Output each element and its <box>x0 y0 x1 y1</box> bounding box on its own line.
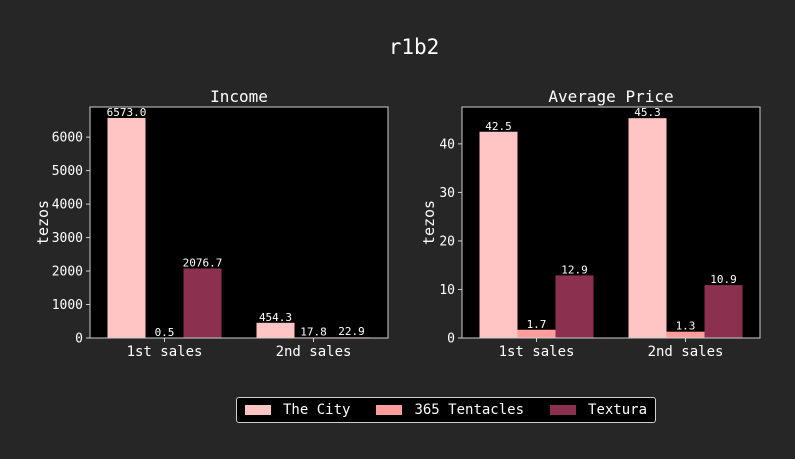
x-tick-label: 2nd sales <box>648 344 724 360</box>
data-label: 454.3 <box>259 311 292 324</box>
legend-label: The City <box>283 402 351 418</box>
legend-item-textura: Textura <box>550 402 647 418</box>
y-tick-label: 5000 <box>52 164 83 179</box>
y-tick-label: 20 <box>439 234 455 249</box>
bar-the-city-2nd-sales <box>256 322 295 338</box>
x-tick-label: 1st sales <box>499 344 575 360</box>
legend: The City 365 Tentacles Textura <box>236 397 657 423</box>
bar-the-city-1st-sales <box>479 131 518 338</box>
legend-swatch <box>550 405 577 415</box>
y-tick-label: 0 <box>75 332 83 347</box>
bar-365-tentacles-2nd-sales <box>666 331 705 338</box>
data-label: 0.5 <box>155 326 175 339</box>
y-tick-label: 6000 <box>52 131 83 146</box>
plot-frame <box>89 106 389 339</box>
y-tick-label: 3000 <box>52 231 83 246</box>
bar-textura-1st-sales <box>183 268 222 338</box>
bar-textura-2nd-sales <box>704 285 743 338</box>
bar-the-city-2nd-sales <box>628 118 667 338</box>
data-label: 45.3 <box>634 106 661 119</box>
legend-item-the-city: The City <box>245 402 350 418</box>
y-tick-label: 1000 <box>52 298 83 313</box>
y-axis-label: tezos <box>420 200 438 245</box>
data-label: 2076.7 <box>183 256 223 269</box>
data-label: 22.9 <box>338 325 365 338</box>
y-tick-label: 0 <box>447 332 455 347</box>
data-label: 1.3 <box>676 320 696 333</box>
data-label: 6573.0 <box>107 106 147 119</box>
y-axis-label: tezos <box>34 200 52 245</box>
legend-label: Textura <box>588 402 648 418</box>
legend-item-365-tentacles: 365 Tentacles <box>376 402 524 418</box>
chart-title: Average Price <box>548 87 673 106</box>
data-label: 12.9 <box>561 263 588 276</box>
legend-swatch <box>245 405 271 415</box>
legend-label: 365 Tentacles <box>414 402 525 418</box>
figure-title: r1b2 <box>389 35 440 59</box>
chart-title: Income <box>210 87 268 106</box>
data-label: 42.5 <box>485 120 512 133</box>
bar-365-tentacles-1st-sales <box>517 329 556 338</box>
y-tick-label: 10 <box>439 283 455 298</box>
plot-frame <box>461 106 761 339</box>
y-tick-label: 4000 <box>52 198 83 213</box>
y-tick-label: 30 <box>439 186 455 201</box>
y-tick-label: 2000 <box>52 265 83 280</box>
x-tick-label: 1st sales <box>127 344 203 360</box>
x-tick-label: 2nd sales <box>276 344 352 360</box>
data-label: 1.7 <box>527 318 547 331</box>
bar-textura-1st-sales <box>555 275 594 338</box>
bar-the-city-1st-sales <box>107 117 146 338</box>
data-label: 10.9 <box>710 273 737 286</box>
average-price-chart: Average Price tezos 0 10 20 30 40 42.5 1.7 12.9 1s… <box>420 87 761 360</box>
data-label: 17.8 <box>300 325 327 338</box>
income-chart: Income tezos 0 1000 2000 3000 4000 5000 6000 6573… <box>34 87 389 360</box>
y-tick-label: 40 <box>439 137 455 152</box>
legend-swatch <box>376 405 403 415</box>
